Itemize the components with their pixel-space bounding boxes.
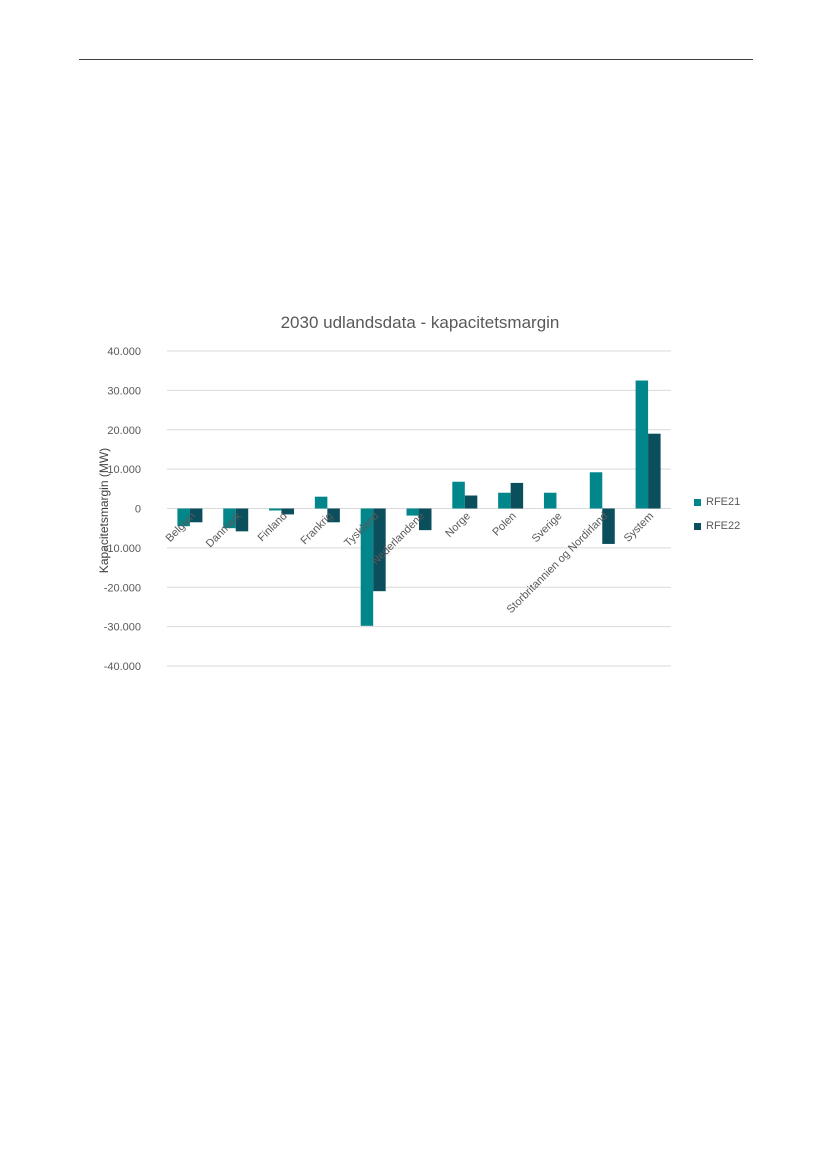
legend-item-rfe21: RFE21 bbox=[694, 490, 740, 514]
legend: RFE21 RFE22 bbox=[694, 490, 740, 538]
x-tick-label: Norge bbox=[443, 510, 473, 540]
chart-title: 2030 udlandsdata - kapacitetsmargin bbox=[280, 313, 560, 332]
bar-rfe22-7 bbox=[510, 482, 524, 509]
header-rule bbox=[79, 59, 753, 60]
y-tick-label: -30.000 bbox=[104, 622, 141, 634]
bar-rfe22-1 bbox=[235, 508, 249, 532]
legend-label-rfe21: RFE21 bbox=[706, 496, 741, 508]
y-tick-label: -40.000 bbox=[104, 661, 141, 673]
x-tick-label: System bbox=[622, 510, 656, 544]
y-tick-label: 20.000 bbox=[107, 425, 141, 437]
y-axis-title: Kapacitetsmargin (MW) bbox=[97, 448, 111, 573]
bar-rfe21-9 bbox=[589, 472, 603, 509]
x-tick-label: Storbritannien og Nordirland bbox=[505, 510, 611, 616]
bar-rfe21-10 bbox=[635, 380, 649, 509]
bar-rfe21-7 bbox=[498, 492, 511, 509]
bar-rfe22-2 bbox=[281, 508, 295, 515]
bar-rfe21-0 bbox=[177, 508, 190, 527]
bar-rfe21-4 bbox=[360, 508, 374, 626]
bar-rfe22-6 bbox=[464, 495, 478, 509]
x-tick-label: Finland bbox=[256, 510, 290, 544]
legend-label-rfe22: RFE22 bbox=[706, 520, 741, 532]
bar-rfe21-1 bbox=[223, 508, 236, 529]
chart-svg: 40.000 30.000 20.000 10.000 0 -10.000 -20.000 -… bbox=[97, 346, 671, 673]
y-tick-label: 10.000 bbox=[107, 464, 141, 476]
x-tick-label: Polen bbox=[490, 510, 518, 538]
bar-rfe22-0 bbox=[189, 508, 203, 523]
legend-item-rfe22: RFE22 bbox=[694, 514, 740, 538]
bar-rfe21-3 bbox=[314, 496, 328, 509]
x-tick-label: Frankrig bbox=[298, 510, 335, 547]
bar-rfe22-4 bbox=[373, 508, 386, 592]
bar-rfe21-8 bbox=[543, 492, 557, 509]
bar-rfe21-2 bbox=[269, 508, 282, 511]
x-tick-label: Sverige bbox=[530, 510, 565, 545]
bar-rfe22-5 bbox=[419, 508, 432, 531]
y-tick-label: -20.000 bbox=[104, 582, 141, 594]
y-tick-label: 40.000 bbox=[107, 346, 141, 358]
y-tick-label: -10.000 bbox=[104, 543, 141, 555]
legend-swatch-rfe22 bbox=[694, 522, 701, 530]
bar-rfe21-6 bbox=[452, 481, 465, 509]
bar-rfe21-5 bbox=[406, 508, 419, 516]
bar-rfe22-3 bbox=[327, 508, 340, 523]
chart-container: 2030 udlandsdata - kapacitetsmargin 40.0… bbox=[90, 305, 750, 705]
legend-swatch-rfe21 bbox=[694, 498, 701, 506]
y-tick-label: 0 bbox=[135, 504, 141, 516]
bar-rfe22-10 bbox=[648, 433, 661, 509]
bar-rfe22-9 bbox=[602, 508, 615, 544]
y-tick-label: 30.000 bbox=[107, 385, 141, 397]
